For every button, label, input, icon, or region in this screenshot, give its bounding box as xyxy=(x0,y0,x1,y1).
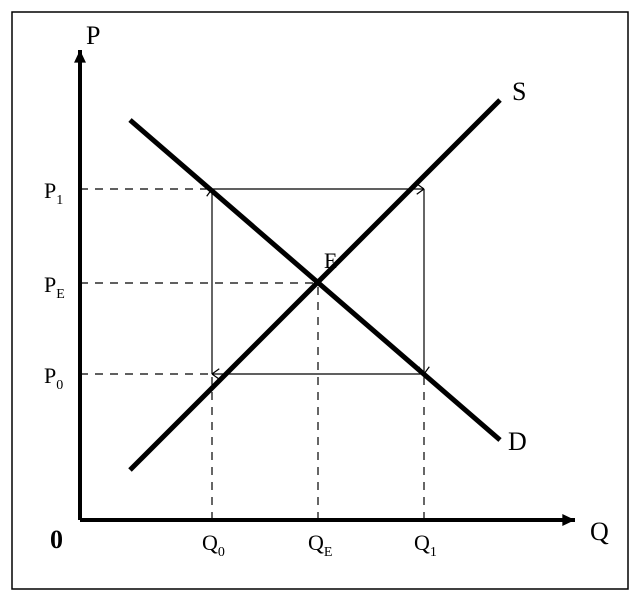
qe-label: QE xyxy=(308,530,332,560)
supply-curve xyxy=(130,100,500,470)
p0-label: P0 xyxy=(44,363,63,393)
pe-label: PE xyxy=(44,272,65,302)
origin-label: 0 xyxy=(50,525,63,554)
q0-label: Q0 xyxy=(202,530,225,560)
y-axis-label: P xyxy=(86,21,100,50)
x-axis-label: Q xyxy=(590,517,609,546)
supply-label: S xyxy=(512,77,526,106)
equilibrium-label: E xyxy=(324,248,337,273)
demand-curve xyxy=(130,120,500,440)
p1-label: P1 xyxy=(44,178,63,208)
q1-label: Q1 xyxy=(414,530,437,560)
outer-frame xyxy=(12,12,628,589)
demand-label: D xyxy=(508,427,527,456)
